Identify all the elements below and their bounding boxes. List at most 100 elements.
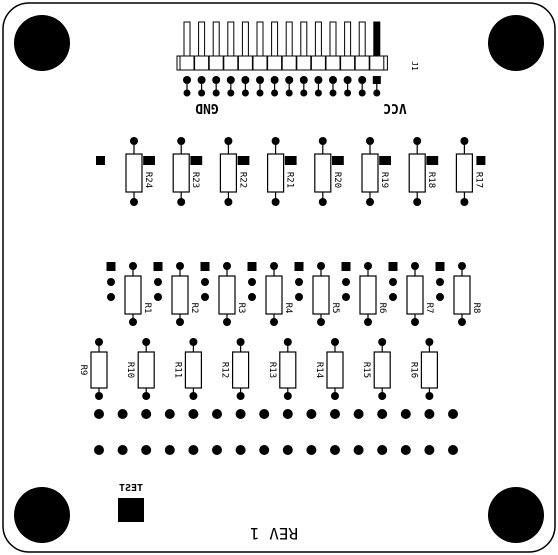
resistor-label: R1 xyxy=(142,303,152,314)
header-pin-body xyxy=(285,21,293,57)
header-round-pad xyxy=(329,76,337,84)
header-pin-body xyxy=(344,21,352,57)
header-pin-body xyxy=(241,21,249,57)
pad-row-1 xyxy=(282,409,293,419)
pad-row-2 xyxy=(377,445,388,455)
round-pad xyxy=(436,293,444,301)
resistor-body xyxy=(314,153,332,193)
round-pad xyxy=(154,278,162,286)
header-pin-body xyxy=(373,21,381,57)
resistor-label: R22 xyxy=(237,172,247,188)
resistor-body xyxy=(455,153,473,193)
resistor-body xyxy=(184,351,202,389)
resistor-body xyxy=(90,351,108,389)
resistor-pad xyxy=(176,318,184,326)
header-round-pad xyxy=(358,76,367,84)
resistor-body xyxy=(218,275,236,315)
square-pad xyxy=(200,262,210,271)
resistor-label: R2 xyxy=(189,303,199,314)
header-pin-body xyxy=(300,21,308,57)
pad-row-1 xyxy=(188,409,199,419)
mounting-hole-top-left xyxy=(14,15,70,71)
square-pad xyxy=(247,262,257,271)
pad-rows xyxy=(94,409,458,455)
header-pin-housing xyxy=(267,55,283,71)
header-pin-body xyxy=(358,21,366,57)
square-pad xyxy=(332,156,341,165)
pad-row-1 xyxy=(212,409,222,419)
resistor-body xyxy=(124,275,142,315)
resistor-body xyxy=(312,275,330,315)
header-pin-housing xyxy=(252,55,268,71)
pad-row-2 xyxy=(117,445,128,455)
round-pad xyxy=(248,278,256,286)
header-round-pad xyxy=(343,76,352,84)
square-pad xyxy=(106,262,116,271)
resistor-pad xyxy=(129,318,137,326)
header-round-pad xyxy=(212,76,221,84)
round-pad xyxy=(389,293,397,301)
resistor-label: R20 xyxy=(332,172,342,188)
header-round-pad xyxy=(183,76,191,84)
gnd-label: GND xyxy=(195,100,219,115)
square-pad xyxy=(153,262,163,271)
resistor-pad xyxy=(189,392,198,400)
header-pin-body xyxy=(227,21,235,57)
resistor-label: R4 xyxy=(283,303,293,314)
header-pin-body xyxy=(198,21,206,57)
resistor-body xyxy=(326,351,344,389)
resistor-pad xyxy=(271,198,280,206)
round-pad xyxy=(295,293,303,301)
header-pin-housing xyxy=(340,55,356,71)
resistor-label: R5 xyxy=(330,303,340,314)
test-label: TEST xyxy=(119,483,143,494)
header-round-pad xyxy=(285,76,294,84)
round-pad xyxy=(436,278,444,286)
resistor-pad xyxy=(364,318,372,326)
resistor-pad xyxy=(460,198,469,206)
pad-row-2 xyxy=(448,445,458,455)
resistor-label: R19 xyxy=(379,172,389,188)
round-pad xyxy=(107,278,115,286)
header-pin-body xyxy=(212,21,220,57)
header-pin-body xyxy=(256,21,264,57)
resistor-body xyxy=(267,153,285,193)
resistor-pad xyxy=(378,392,387,400)
pad-row-1 xyxy=(377,409,388,419)
bottom-resistor-row: R9 R10 R11 R12 R13 R14 R15 R16 xyxy=(78,338,438,400)
resistor-label: R16 xyxy=(408,362,418,378)
pad-row-2 xyxy=(164,445,175,455)
pad-row-1 xyxy=(448,409,458,419)
resistor-label: R15 xyxy=(361,362,371,378)
test-pad xyxy=(118,498,144,522)
pad-row-1 xyxy=(259,409,270,419)
pad-row-1 xyxy=(141,409,152,419)
square-pad xyxy=(190,156,200,165)
resistor-label: R3 xyxy=(236,303,246,314)
header-pin-body xyxy=(314,21,322,57)
pad-row-1 xyxy=(164,409,175,419)
pad-row-1 xyxy=(330,409,340,419)
square-pad xyxy=(426,156,436,165)
header-designator-label: J1 xyxy=(410,61,419,71)
top-resistor-row: R24 R23 R22 R21 R20 R19 R18 R17 xyxy=(96,137,486,206)
header-round-pad xyxy=(226,76,235,84)
header-square-pad xyxy=(372,76,381,84)
pad-row-2 xyxy=(400,445,411,455)
pad-row-1 xyxy=(117,409,128,419)
middle-resistor-row: R1 R2 R3 R4 R5 R6 R7 R8 xyxy=(106,262,481,326)
round-pad xyxy=(248,293,256,301)
resistor-body xyxy=(265,275,283,315)
resistor-body xyxy=(171,275,189,315)
round-pad xyxy=(107,293,115,301)
resistor-label: R21 xyxy=(285,172,295,188)
round-pad xyxy=(295,278,303,286)
revision-label: REV 1 xyxy=(250,524,298,543)
resistor-label: R14 xyxy=(314,362,324,378)
square-pad xyxy=(476,156,486,165)
pad-row-2 xyxy=(353,445,364,455)
resistor-body xyxy=(453,275,471,315)
round-pad xyxy=(342,293,350,301)
resistor-label: R18 xyxy=(426,172,436,188)
